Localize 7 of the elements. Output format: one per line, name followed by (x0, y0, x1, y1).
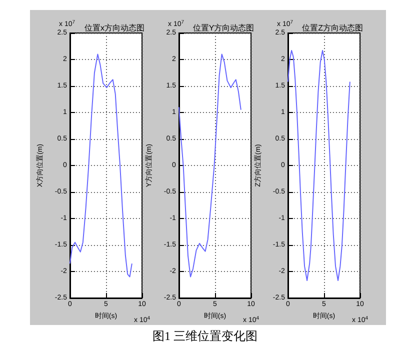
chart-title: 位置x方向动态图 (84, 24, 144, 32)
chart-title: 位置Z方向动态图 (302, 24, 363, 32)
line-series (69, 54, 132, 278)
line-series (287, 50, 350, 282)
line-series (178, 54, 242, 278)
chart-title: 位置Y方向动态图 (192, 24, 254, 32)
caption: 图1 三维位置变化图 (152, 328, 258, 345)
